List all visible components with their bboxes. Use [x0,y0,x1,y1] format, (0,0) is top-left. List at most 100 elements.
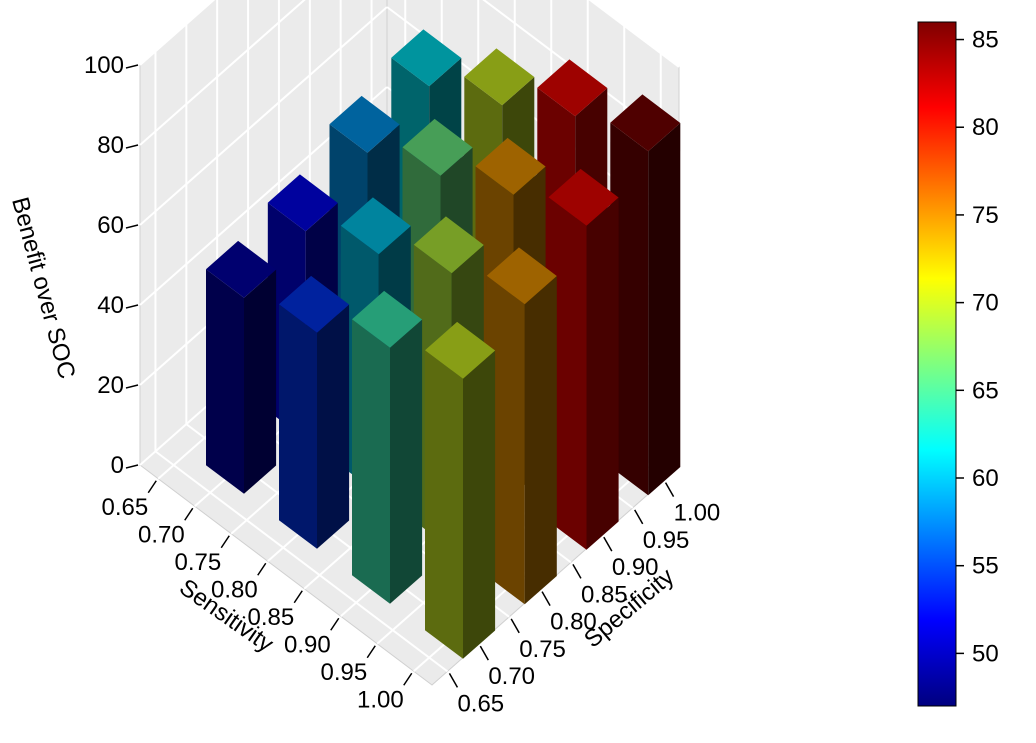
bar-top-face [329,95,400,153]
z-tick-label: 20 [97,372,124,399]
x-axis-tick [293,590,303,604]
bar-front-face [425,350,463,659]
grid-line [139,0,306,146]
colorbar-gradient-bar [917,21,957,707]
y-axis-tick [479,645,489,661]
grid-line [139,6,388,226]
y-tick-label: 0.70 [488,663,535,690]
bar-side-face [524,276,557,605]
x-axis-tick [330,617,340,631]
colorbar-tick-label: 60 [972,465,999,492]
bar-top-face [610,94,681,152]
colorbar-tick-label: 55 [972,553,999,580]
bar-top-face [425,321,496,379]
colorbar-tick-label: 50 [972,640,999,667]
colorbar-tick-label: 85 [972,27,999,54]
bar [486,247,557,605]
bar-top-face [340,197,411,255]
x-axis-tick [366,645,376,659]
bar-top-face [475,137,546,195]
colorbar-tick-label: 80 [972,114,999,141]
bar-side-face [317,304,350,549]
bar-side-face [244,269,277,494]
y-axis-tick [448,673,459,688]
y-axis-tick [510,618,520,634]
z-axis-tick [125,64,139,69]
x-tick-label: 0.65 [102,494,149,521]
y-tick-label: 0.65 [457,690,504,717]
bar [548,168,619,550]
x-axis-tick [257,562,267,576]
bar-side-face [586,197,619,550]
bar [610,94,681,496]
y-tick-label: 0.85 [581,581,628,608]
colorbar: 50 55 60 65 70 75 80 85 [917,21,999,707]
y-axis-tick [541,591,551,606]
x-tick-label: 0.80 [211,576,258,603]
bar-top-face [413,216,484,274]
bar-side-face [463,350,496,659]
x-tick-label: 0.75 [175,549,222,576]
z-axis-label: Benefit over SOC [6,194,80,381]
bar-top-face [548,168,619,226]
bar-top-face [391,29,462,87]
bar [352,290,423,604]
bar-front-face [206,269,244,494]
z-axis-tick [125,304,139,309]
bar [279,275,350,549]
z-axis-tick [125,144,139,149]
bar-top-face [352,290,423,348]
x-axis-tick [147,480,157,494]
y-axis-tick [634,509,644,525]
z-tick-label: 0 [111,452,124,479]
bar-front-face [352,319,390,604]
z-axis-tick [125,224,139,229]
y-axis-tick [572,564,582,579]
bar-front-face [548,197,587,550]
y-tick-label: 0.95 [643,527,690,554]
x-tick-label: 1.00 [357,686,404,713]
z-tick-label: 40 [97,292,124,319]
x-tick-label: 0.95 [321,659,368,686]
z-tick-label: 60 [97,212,124,239]
y-tick-label: 0.80 [550,609,597,636]
y-tick-label: 0.75 [519,636,566,663]
bar [206,240,277,494]
bar [425,321,496,659]
x-axis-tick [184,507,194,521]
grid-line [154,450,449,673]
y-tick-label: 0.90 [612,554,659,581]
z-axis-tick [125,464,139,469]
x-tick-label: 0.90 [284,631,331,658]
bar-top-face [402,118,473,176]
colorbar-tick-label: 65 [972,377,999,404]
bar-side-face [390,319,423,604]
x-axis-tick [403,672,413,686]
z-tick-label: 100 [84,52,124,79]
bar-top-face [267,174,338,232]
y-axis-tick [664,482,675,497]
y-axis-tick [603,536,613,552]
x-axis-tick [220,535,230,549]
bar-top-face [206,240,277,298]
bar-top-face [537,59,608,117]
z-axis-tick [125,384,139,389]
colorbar-tick-label: 70 [972,290,999,317]
axis-ticks: 0204060801000.650.700.750.800.850.900.95… [84,52,720,717]
grid-line [588,0,680,68]
y-tick-label: 1.00 [674,500,721,527]
colorbar-tick-label: 75 [972,202,999,229]
bar-front-face [610,122,649,496]
x-tick-label: 0.70 [138,521,185,548]
bar-top-face [279,275,350,333]
bar-front-face [486,275,525,605]
bars [206,29,681,659]
grid-line [139,0,216,66]
z-tick-label: 80 [97,132,124,159]
bar-side-face [648,123,681,496]
bar-front-face [279,304,317,549]
x-tick-label: 0.85 [248,604,295,631]
bar-top-face [486,247,557,305]
bar-top-face [464,48,535,106]
